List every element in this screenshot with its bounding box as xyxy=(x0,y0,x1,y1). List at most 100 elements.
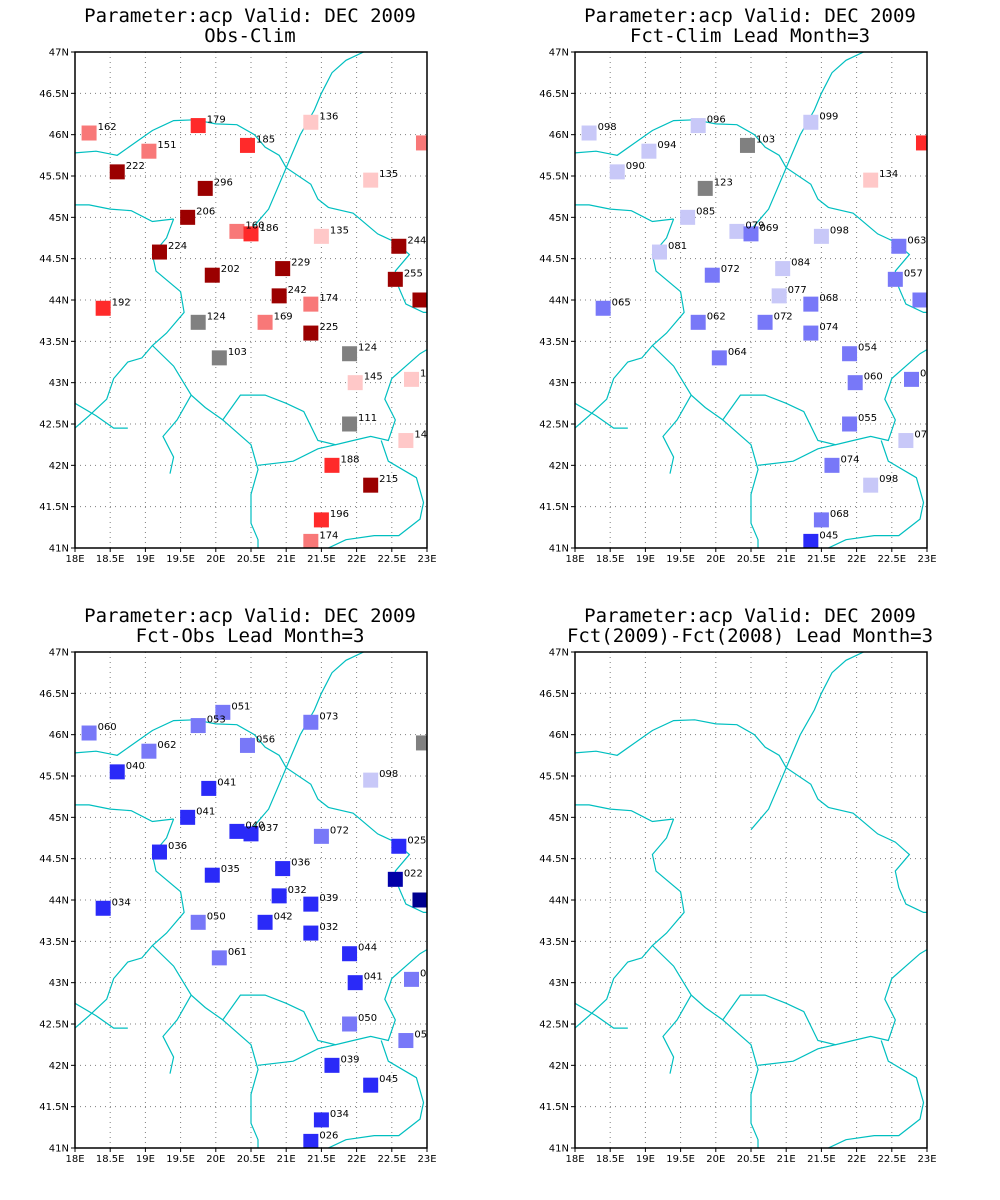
station-marker xyxy=(229,823,245,839)
station-label: 192 xyxy=(112,297,131,308)
tick-label-lat: 45N xyxy=(549,813,569,824)
tick-label-lon: 22E xyxy=(347,554,366,565)
country-border xyxy=(758,440,925,548)
country-border xyxy=(258,1040,425,1148)
tick-label-lat: 46N xyxy=(49,730,69,741)
station-marker xyxy=(271,888,287,904)
tick-label-lon: 22E xyxy=(847,554,866,565)
tick-label-lat: 46N xyxy=(549,730,569,741)
station-marker xyxy=(190,718,206,734)
station-label: 296 xyxy=(214,177,233,188)
station-marker xyxy=(404,371,420,387)
station-label: 135 xyxy=(379,169,398,180)
station-marker xyxy=(803,325,819,341)
station-label: 021 xyxy=(428,889,447,900)
station-marker xyxy=(313,828,329,844)
tick-label-lat: 44.5N xyxy=(539,254,569,265)
station-marker xyxy=(239,137,255,153)
panel-title-line2: Fct(2009)-Fct(2008) Lead Month=3 xyxy=(566,625,934,647)
tick-label-lat: 46.5N xyxy=(539,689,569,700)
tick-label-lon: 21E xyxy=(777,554,796,565)
station-label: 179 xyxy=(207,115,226,126)
country-border xyxy=(575,1002,628,1029)
station-marker xyxy=(151,244,167,260)
station-marker xyxy=(363,477,379,493)
station-label: 215 xyxy=(379,474,398,485)
station-label: 196 xyxy=(932,132,951,143)
station-label: 025 xyxy=(407,835,426,846)
station-marker xyxy=(415,135,427,151)
station-marker xyxy=(363,1077,379,1093)
tick-label-lon: 21E xyxy=(277,1154,296,1165)
tick-label-lat: 42.5N xyxy=(39,420,69,431)
station-label: 160 xyxy=(245,220,264,231)
country-border xyxy=(151,345,427,446)
station-label: 072 xyxy=(774,311,793,322)
station-label: 050 xyxy=(207,911,226,922)
station-label: 037 xyxy=(260,823,279,834)
tick-label-lon: 18.5E xyxy=(596,554,625,565)
station-marker xyxy=(771,288,787,304)
station-label: 042 xyxy=(274,911,293,922)
station-label: 036 xyxy=(168,841,187,852)
tick-label-lat: 42.5N xyxy=(539,420,569,431)
country-border xyxy=(257,444,336,466)
tick-label-lon: 21E xyxy=(277,554,296,565)
station-marker xyxy=(363,772,379,788)
station-marker xyxy=(898,433,914,449)
tick-label-lon: 20.5E xyxy=(737,1154,766,1165)
station-marker xyxy=(324,457,340,473)
tick-label-lon: 18E xyxy=(565,1154,584,1165)
station-marker xyxy=(404,971,420,987)
station-marker xyxy=(387,271,403,287)
station-marker xyxy=(412,892,427,908)
station-marker xyxy=(303,114,319,130)
station-label: 202 xyxy=(221,264,240,275)
station-marker xyxy=(842,346,858,362)
country-border xyxy=(75,1002,128,1029)
station-label: 072 xyxy=(330,825,349,836)
station-label: 068 xyxy=(819,293,838,304)
station-label: 229 xyxy=(291,258,310,269)
panel-title-line2: Fct-Obs Lead Month=3 xyxy=(135,625,365,647)
station-marker xyxy=(863,172,879,188)
tick-label-lon: 21.5E xyxy=(807,1154,836,1165)
tick-label-lat: 41N xyxy=(549,544,569,555)
station-label: 135 xyxy=(420,368,439,379)
tick-label-lat: 44.5N xyxy=(39,854,69,865)
station-label: 056 xyxy=(256,734,275,745)
tick-label-lat: 43.5N xyxy=(539,937,569,948)
country-border xyxy=(750,652,864,831)
station-marker xyxy=(257,914,273,930)
station-marker xyxy=(303,896,319,912)
station-marker xyxy=(275,861,291,877)
station-marker xyxy=(729,223,745,239)
tick-label-lat: 41.5N xyxy=(539,502,569,513)
station-marker xyxy=(109,764,125,780)
station-marker xyxy=(863,477,879,493)
station-marker xyxy=(680,209,696,225)
station-label: 022 xyxy=(404,868,423,879)
tick-label-lat: 47N xyxy=(549,648,569,659)
station-label: 079 xyxy=(914,430,933,441)
station-marker xyxy=(243,826,259,842)
tick-label-lon: 18E xyxy=(65,554,84,565)
tick-label-lat: 46N xyxy=(549,130,569,141)
tick-label-lon: 19.5E xyxy=(166,1154,195,1165)
station-label: 124 xyxy=(207,311,226,322)
tick-label-lon: 20.5E xyxy=(237,1154,266,1165)
tick-label-lat: 46N xyxy=(49,130,69,141)
map-panel-obs-clim: Parameter:acp Valid: DEC 2009 Obs-Clim 1… xyxy=(0,0,500,600)
station-marker xyxy=(398,1033,414,1049)
tick-label-lat: 42N xyxy=(49,1061,69,1072)
tick-label-lon: 18E xyxy=(65,1154,84,1165)
station-marker xyxy=(581,125,597,141)
station-marker xyxy=(275,261,291,277)
station-marker xyxy=(391,238,407,254)
tick-label-lat: 43N xyxy=(549,978,569,989)
tick-label-lon: 20.5E xyxy=(737,554,766,565)
tick-label-lat: 43N xyxy=(549,378,569,389)
station-marker xyxy=(711,350,727,366)
